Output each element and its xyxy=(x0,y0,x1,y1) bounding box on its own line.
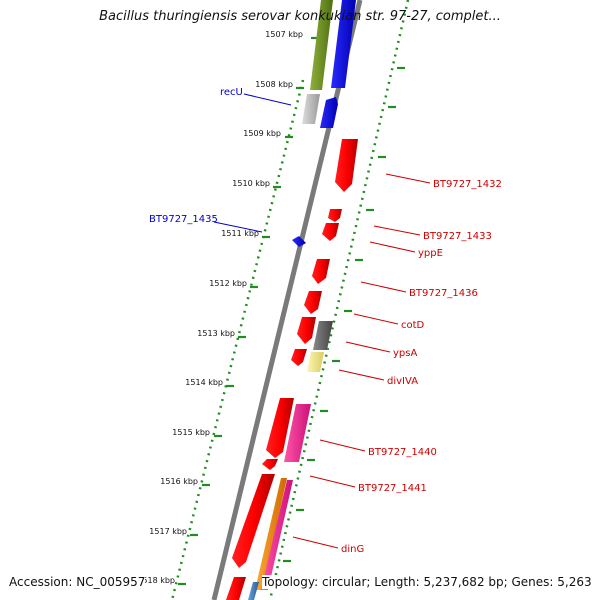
gene-label-cotD[interactable]: cotD xyxy=(401,320,425,331)
tick-label-1512: 1512 kbp xyxy=(209,279,247,288)
gene-blue-f1 xyxy=(331,0,356,88)
gene-label-BT9727_1441[interactable]: BT9727_1441 xyxy=(358,483,427,494)
gene-red-r10 xyxy=(232,474,275,568)
gene-red-r3 xyxy=(322,223,339,241)
gene-red-r1 xyxy=(335,139,358,192)
tick-label-1508: 1508 kbp xyxy=(255,80,293,89)
tick-label-1509: 1509 kbp xyxy=(243,129,281,138)
gene-label-yppE[interactable]: yppE xyxy=(418,248,443,259)
reverse-strand-genes xyxy=(226,0,358,600)
tick-label-1515: 1515 kbp xyxy=(172,428,210,437)
accession-text: Accession: NC_005957 xyxy=(9,575,146,589)
gene-red-r4 xyxy=(312,259,330,284)
gene-label-recU[interactable]: recU xyxy=(220,87,243,98)
tick-label-1518: 1518 kbp xyxy=(137,576,175,585)
gene-red-r2 xyxy=(328,209,342,222)
gene-label-ypsA[interactable]: ypsA xyxy=(393,348,417,359)
topology-text: Topology: circular; Length: 5,237,682 bp… xyxy=(262,575,592,589)
gene-label-BT9727_1440[interactable]: BT9727_1440 xyxy=(368,447,437,458)
gene-blue-f2 xyxy=(320,97,338,128)
gene-BT9727_1435 xyxy=(292,236,306,247)
gene-red-r8 xyxy=(266,398,294,458)
gene-label-BT9727_1436[interactable]: BT9727_1436 xyxy=(409,288,478,299)
gene-red-r6 xyxy=(297,317,316,344)
tick-label-1513: 1513 kbp xyxy=(197,329,235,338)
gene-red-r9 xyxy=(262,459,278,470)
gene-pink-f1 xyxy=(284,404,311,462)
gene-labels: recU BT9727_1435 BT9727_1432 BT9727_1433… xyxy=(149,87,502,555)
gene-orange xyxy=(255,478,287,590)
gene-red-r5 xyxy=(304,291,322,314)
tick-label-1507: 1507 kbp xyxy=(265,30,303,39)
gene-label-BT9727_1433[interactable]: BT9727_1433 xyxy=(423,231,492,242)
gene-red-r11 xyxy=(226,577,246,600)
gene-label-BT9727_1432[interactable]: BT9727_1432 xyxy=(433,179,502,190)
gene-olive xyxy=(310,0,333,90)
tick-label-1510: 1510 kbp xyxy=(232,179,270,188)
tick-label-1514: 1514 kbp xyxy=(185,378,223,387)
gene-recU-gray xyxy=(302,94,320,124)
outer-ring-ticks xyxy=(283,66,405,563)
gene-steel xyxy=(248,582,259,600)
gene-red-r7 xyxy=(291,349,307,366)
gene-label-dinG[interactable]: dinG xyxy=(341,544,364,555)
gene-label-divIVA[interactable]: divIVA xyxy=(387,376,418,387)
tick-labels: 1507 kbp 1508 kbp 1509 kbp 1510 kbp 1511… xyxy=(137,30,303,585)
label-leaders xyxy=(213,93,431,549)
gene-pink-f2 xyxy=(261,480,293,590)
tick-label-1511: 1511 kbp xyxy=(221,229,259,238)
tick-label-1517: 1517 kbp xyxy=(149,527,187,536)
gene-label-BT9727_1435[interactable]: BT9727_1435 xyxy=(149,214,218,225)
forward-strand-genes xyxy=(248,0,356,600)
map-title: Bacillus thuringiensis serovar konkukian… xyxy=(99,9,501,24)
gene-divIVA-yellow xyxy=(307,352,324,372)
tick-label-1516: 1516 kbp xyxy=(160,477,198,486)
gene-cotD-dark xyxy=(313,321,333,350)
